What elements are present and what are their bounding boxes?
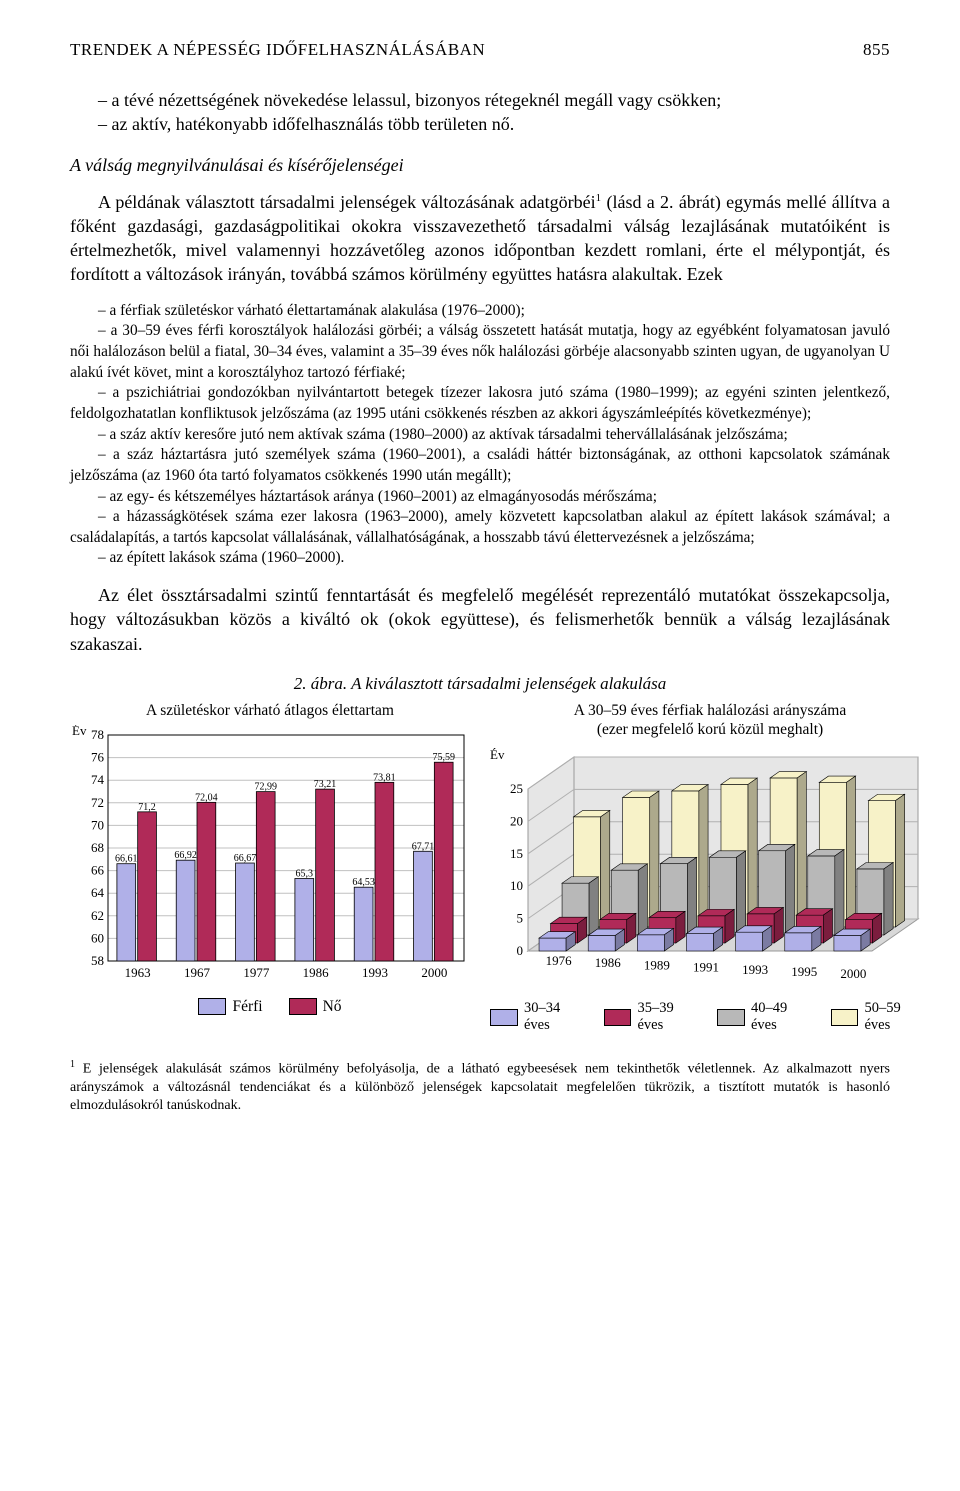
svg-text:1995: 1995 xyxy=(791,964,817,979)
chart-right-title: A 30–59 éves férfiak halálozási arányszá… xyxy=(490,702,930,739)
svg-text:25: 25 xyxy=(510,781,523,796)
svg-text:73,81: 73,81 xyxy=(373,772,396,783)
footnote: 1 E jelenségek alakulását számos körülmé… xyxy=(70,1058,890,1115)
svg-text:73,21: 73,21 xyxy=(314,779,337,790)
svg-text:1991: 1991 xyxy=(693,960,719,975)
svg-text:Év: Év xyxy=(490,747,505,762)
list-item: – a pszichiátriai gondozókban nyilvántar… xyxy=(70,383,890,424)
svg-text:20: 20 xyxy=(510,814,523,829)
list-item: – a száz háztartásra jutó személyek szám… xyxy=(70,445,890,486)
figure-caption: 2. ábra. A kiválasztott társadalmi jelen… xyxy=(70,674,890,694)
legend-label: 50–59 éves xyxy=(864,1000,930,1034)
legend-swatch xyxy=(717,1009,745,1026)
legend-item: Férfi xyxy=(198,998,262,1016)
svg-text:1963: 1963 xyxy=(125,965,151,980)
svg-text:64: 64 xyxy=(91,885,105,900)
svg-text:67,71: 67,71 xyxy=(412,841,435,852)
svg-text:74: 74 xyxy=(91,772,105,787)
legend-swatch xyxy=(198,998,226,1015)
svg-text:62: 62 xyxy=(91,907,104,922)
paragraph-1: A példának választott társadalmi jelensé… xyxy=(70,190,890,287)
chart-right-col: A 30–59 éves férfiak halálozási arányszá… xyxy=(490,702,930,1034)
list-item: – a férfiak születéskor várható élettart… xyxy=(70,301,890,322)
footnote-text: E jelenségek alakulását számos körülmény… xyxy=(70,1062,890,1113)
running-title: TRENDEK A NÉPESSÉG IDŐFELHASZNÁLÁSÁBAN xyxy=(70,40,485,59)
list-item: – az egy- és kétszemélyes háztartások ar… xyxy=(70,487,890,508)
svg-text:Év: Év xyxy=(72,725,87,738)
svg-text:66,67: 66,67 xyxy=(234,853,257,864)
svg-text:75,59: 75,59 xyxy=(432,752,455,763)
page-number: 855 xyxy=(863,40,890,60)
chart-left-col: A születéskor várható átlagos élettartam… xyxy=(70,702,470,1016)
legend-right: 30–34 éves 35–39 éves 40–49 éves 50–59 é… xyxy=(490,1000,930,1034)
svg-text:71,2: 71,2 xyxy=(138,801,156,812)
svg-text:65,3: 65,3 xyxy=(296,868,314,879)
legend-label: 35–39 éves xyxy=(637,1000,703,1034)
running-header: TRENDEK A NÉPESSÉG IDŐFELHASZNÁLÁSÁBAN 8… xyxy=(70,40,890,60)
chart-left-title: A születéskor várható átlagos élettartam xyxy=(70,702,470,721)
legend-swatch xyxy=(604,1009,632,1026)
svg-text:66,92: 66,92 xyxy=(174,850,197,861)
svg-text:1993: 1993 xyxy=(742,962,768,977)
svg-text:15: 15 xyxy=(510,846,523,861)
svg-text:0: 0 xyxy=(517,943,524,958)
list-item: – a házasságkötések száma ezer lakosra (… xyxy=(70,507,890,548)
paragraph-2: Az élet össztársadalmi szintű fenntartás… xyxy=(70,583,890,656)
legend-swatch xyxy=(831,1009,859,1026)
svg-text:1986: 1986 xyxy=(595,955,622,970)
list-item: – a száz aktív keresőre jutó nem aktívak… xyxy=(70,425,890,446)
svg-text:76: 76 xyxy=(91,749,105,764)
svg-text:78: 78 xyxy=(91,727,104,742)
svg-text:1993: 1993 xyxy=(362,965,388,980)
chart-right: 0 5 10 15 20 25 Év 1976 1986 1989 1991 1993 1995 2000 xyxy=(490,743,930,987)
legend-swatch xyxy=(289,998,317,1015)
legend-item: 50–59 éves xyxy=(831,1000,931,1034)
svg-text:68: 68 xyxy=(91,840,104,855)
legend-item: Nő xyxy=(289,998,342,1016)
svg-text:72,04: 72,04 xyxy=(195,792,218,803)
svg-text:72,99: 72,99 xyxy=(254,781,277,792)
legend-item: 30–34 éves xyxy=(490,1000,590,1034)
legend-label: Férfi xyxy=(232,998,262,1016)
svg-text:1967: 1967 xyxy=(184,965,211,980)
legend-label: Nő xyxy=(323,998,342,1016)
svg-text:2000: 2000 xyxy=(421,965,447,980)
list-item: – a 30–59 éves férfi korosztályok halálo… xyxy=(70,321,890,383)
svg-text:1976: 1976 xyxy=(546,953,573,968)
svg-text:5: 5 xyxy=(517,911,524,926)
svg-text:1977: 1977 xyxy=(243,965,269,980)
legend-label: 40–49 éves xyxy=(751,1000,817,1034)
intro-item-2: – az aktív, hatékonyabb időfelhasználás … xyxy=(70,112,890,136)
svg-text:70: 70 xyxy=(91,817,104,832)
page: TRENDEK A NÉPESSÉG IDŐFELHASZNÁLÁSÁBAN 8… xyxy=(0,0,960,1155)
svg-text:1986: 1986 xyxy=(303,965,330,980)
intro-list: – a tévé nézettségének növekedése lelass… xyxy=(70,88,890,137)
svg-text:72: 72 xyxy=(91,794,104,809)
phenomena-list: – a férfiak születéskor várható élettart… xyxy=(70,301,890,569)
svg-text:66,61: 66,61 xyxy=(115,853,137,864)
legend-item: 40–49 éves xyxy=(717,1000,817,1034)
svg-text:10: 10 xyxy=(510,878,523,893)
svg-text:2000: 2000 xyxy=(840,966,866,981)
legend-item: 35–39 éves xyxy=(604,1000,704,1034)
chart-left: Év 58 60 62 64 66 68 70 72 74 76 78 66,61 71,2 1963 66,… xyxy=(70,725,470,985)
charts-row: A születéskor várható átlagos élettartam… xyxy=(70,702,890,1034)
list-item: – az épített lakások száma (1960–2000). xyxy=(70,548,890,569)
svg-text:1989: 1989 xyxy=(644,958,670,973)
svg-text:58: 58 xyxy=(91,953,104,968)
legend-label: 30–34 éves xyxy=(524,1000,590,1034)
svg-text:66: 66 xyxy=(91,862,105,877)
svg-text:60: 60 xyxy=(91,930,104,945)
legend-left: Férfi Nő xyxy=(70,998,470,1016)
legend-swatch xyxy=(490,1009,518,1026)
intro-item-1: – a tévé nézettségének növekedése lelass… xyxy=(70,88,890,112)
svg-text:64,53: 64,53 xyxy=(352,877,375,888)
section-heading: A válság megnyilvánulásai és kísérőjelen… xyxy=(70,155,890,176)
para1-a: A példának választott társadalmi jelensé… xyxy=(98,192,596,212)
